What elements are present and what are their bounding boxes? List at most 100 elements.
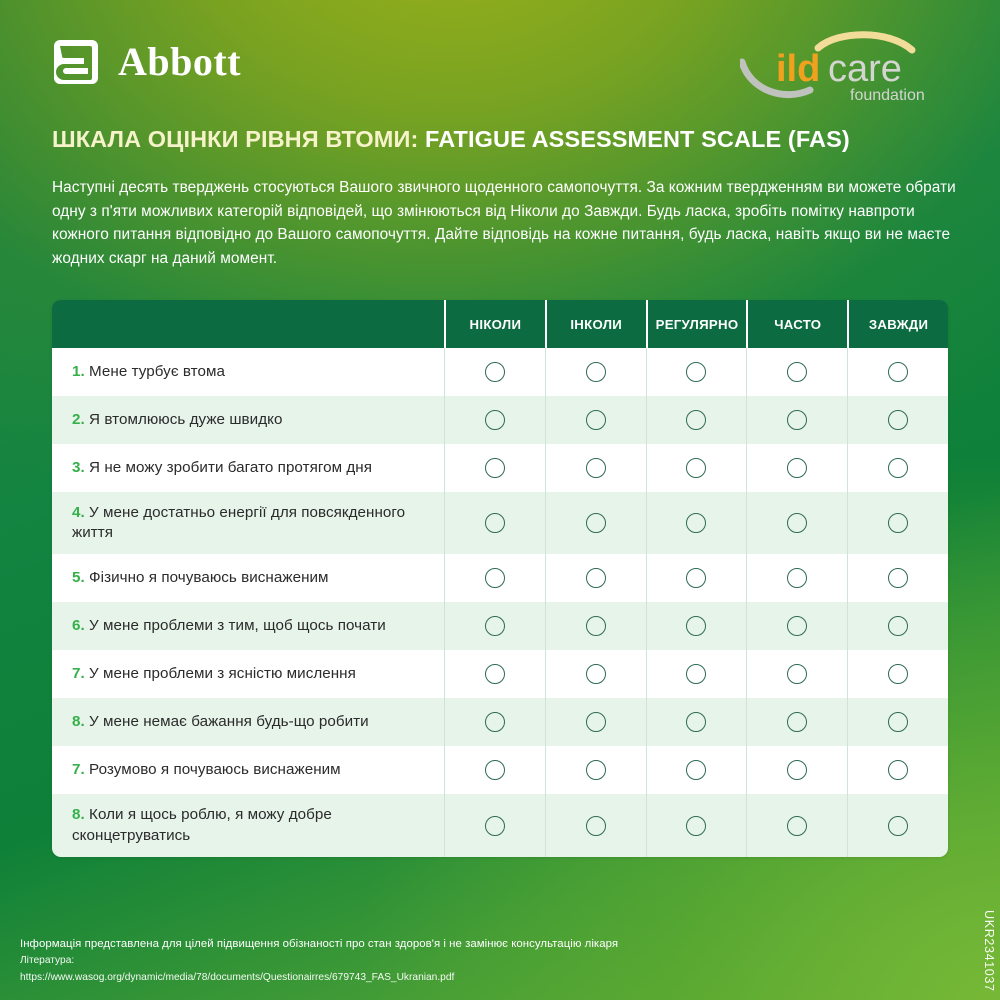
radio-circle-icon[interactable] — [585, 362, 606, 382]
answer-option-cell[interactable] — [746, 602, 847, 651]
answer-option-cell[interactable] — [645, 444, 747, 492]
radio-circle-icon[interactable] — [484, 760, 505, 781]
radio-circle-icon[interactable] — [484, 664, 505, 685]
radio-circle-icon[interactable] — [686, 362, 707, 382]
radio-circle-icon[interactable] — [686, 410, 707, 430]
radio-circle-icon[interactable] — [787, 815, 808, 836]
radio-circle-icon[interactable] — [585, 513, 606, 534]
answer-option-cell[interactable] — [746, 746, 847, 795]
radio-circle-icon[interactable] — [787, 616, 808, 637]
answer-option-cell[interactable] — [544, 444, 646, 492]
radio-circle-icon[interactable] — [787, 568, 808, 589]
answer-option-cell[interactable] — [746, 794, 847, 857]
radio-circle-icon[interactable] — [585, 458, 606, 478]
radio-circle-icon[interactable] — [787, 712, 808, 733]
answer-option-cell[interactable] — [847, 746, 948, 795]
answer-option-cell[interactable] — [746, 698, 847, 747]
answer-option-cell[interactable] — [444, 348, 545, 396]
answer-option-cell[interactable] — [544, 698, 646, 747]
answer-option-cell[interactable] — [645, 348, 747, 396]
radio-circle-icon[interactable] — [787, 760, 808, 781]
radio-circle-icon[interactable] — [686, 760, 707, 781]
answer-option-cell[interactable] — [847, 698, 948, 747]
radio-circle-icon[interactable] — [484, 362, 505, 382]
radio-circle-icon[interactable] — [686, 458, 707, 478]
radio-circle-icon[interactable] — [787, 513, 808, 534]
radio-circle-icon[interactable] — [686, 815, 707, 836]
answer-option-cell[interactable] — [444, 396, 545, 444]
answer-option-cell[interactable] — [645, 698, 747, 747]
answer-option-cell[interactable] — [847, 794, 948, 857]
answer-option-cell[interactable] — [544, 650, 646, 699]
radio-circle-icon[interactable] — [484, 815, 505, 836]
answer-option-cell[interactable] — [544, 746, 646, 795]
answer-option-cell[interactable] — [847, 650, 948, 699]
radio-circle-icon[interactable] — [484, 458, 505, 478]
radio-circle-icon[interactable] — [585, 815, 606, 836]
radio-circle-icon[interactable] — [888, 513, 909, 534]
answer-option-cell[interactable] — [444, 602, 545, 651]
answer-option-cell[interactable] — [847, 444, 948, 492]
radio-circle-icon[interactable] — [585, 760, 606, 781]
answer-option-cell[interactable] — [645, 746, 747, 795]
answer-option-cell[interactable] — [444, 444, 545, 492]
radio-circle-icon[interactable] — [484, 616, 505, 637]
answer-option-cell[interactable] — [746, 348, 847, 396]
answer-option-cell[interactable] — [746, 492, 847, 555]
answer-option-cell[interactable] — [544, 554, 646, 603]
answer-option-cell[interactable] — [645, 794, 747, 857]
radio-circle-icon[interactable] — [585, 616, 606, 637]
radio-circle-icon[interactable] — [888, 410, 909, 430]
answer-option-cell[interactable] — [544, 602, 646, 651]
radio-circle-icon[interactable] — [484, 513, 505, 534]
answer-option-cell[interactable] — [746, 554, 847, 603]
radio-circle-icon[interactable] — [888, 362, 909, 382]
radio-circle-icon[interactable] — [787, 458, 808, 478]
radio-circle-icon[interactable] — [686, 664, 707, 685]
answer-option-cell[interactable] — [645, 554, 747, 603]
radio-circle-icon[interactable] — [484, 410, 505, 430]
answer-option-cell[interactable] — [544, 348, 646, 396]
answer-option-cell[interactable] — [444, 554, 545, 603]
footer-reference-url[interactable]: https://www.wasog.org/dynamic/media/78/d… — [20, 971, 455, 983]
radio-circle-icon[interactable] — [787, 410, 808, 430]
answer-option-cell[interactable] — [444, 746, 545, 795]
answer-option-cell[interactable] — [645, 650, 747, 699]
answer-option-cell[interactable] — [847, 348, 948, 396]
radio-circle-icon[interactable] — [888, 815, 909, 836]
answer-option-cell[interactable] — [544, 396, 646, 444]
radio-circle-icon[interactable] — [686, 616, 707, 637]
radio-circle-icon[interactable] — [888, 712, 909, 733]
radio-circle-icon[interactable] — [686, 712, 707, 733]
radio-circle-icon[interactable] — [787, 362, 808, 382]
radio-circle-icon[interactable] — [585, 664, 606, 685]
radio-circle-icon[interactable] — [787, 664, 808, 685]
answer-option-cell[interactable] — [847, 492, 948, 555]
answer-option-cell[interactable] — [746, 444, 847, 492]
answer-option-cell[interactable] — [847, 602, 948, 651]
radio-circle-icon[interactable] — [484, 568, 505, 589]
radio-circle-icon[interactable] — [888, 616, 909, 637]
answer-option-cell[interactable] — [746, 396, 847, 444]
radio-circle-icon[interactable] — [484, 712, 505, 733]
answer-option-cell[interactable] — [746, 650, 847, 699]
answer-option-cell[interactable] — [645, 602, 747, 651]
radio-circle-icon[interactable] — [686, 513, 707, 534]
radio-circle-icon[interactable] — [585, 712, 606, 733]
answer-option-cell[interactable] — [544, 492, 646, 555]
radio-circle-icon[interactable] — [888, 760, 909, 781]
answer-option-cell[interactable] — [847, 396, 948, 444]
radio-circle-icon[interactable] — [585, 410, 606, 430]
answer-option-cell[interactable] — [847, 554, 948, 603]
radio-circle-icon[interactable] — [888, 458, 909, 478]
answer-option-cell[interactable] — [444, 650, 545, 699]
answer-option-cell[interactable] — [544, 794, 646, 857]
radio-circle-icon[interactable] — [888, 664, 909, 685]
answer-option-cell[interactable] — [645, 396, 747, 444]
answer-option-cell[interactable] — [645, 492, 747, 555]
answer-option-cell[interactable] — [444, 698, 545, 747]
answer-option-cell[interactable] — [444, 492, 545, 555]
answer-option-cell[interactable] — [444, 794, 545, 857]
radio-circle-icon[interactable] — [888, 568, 909, 589]
radio-circle-icon[interactable] — [585, 568, 606, 589]
